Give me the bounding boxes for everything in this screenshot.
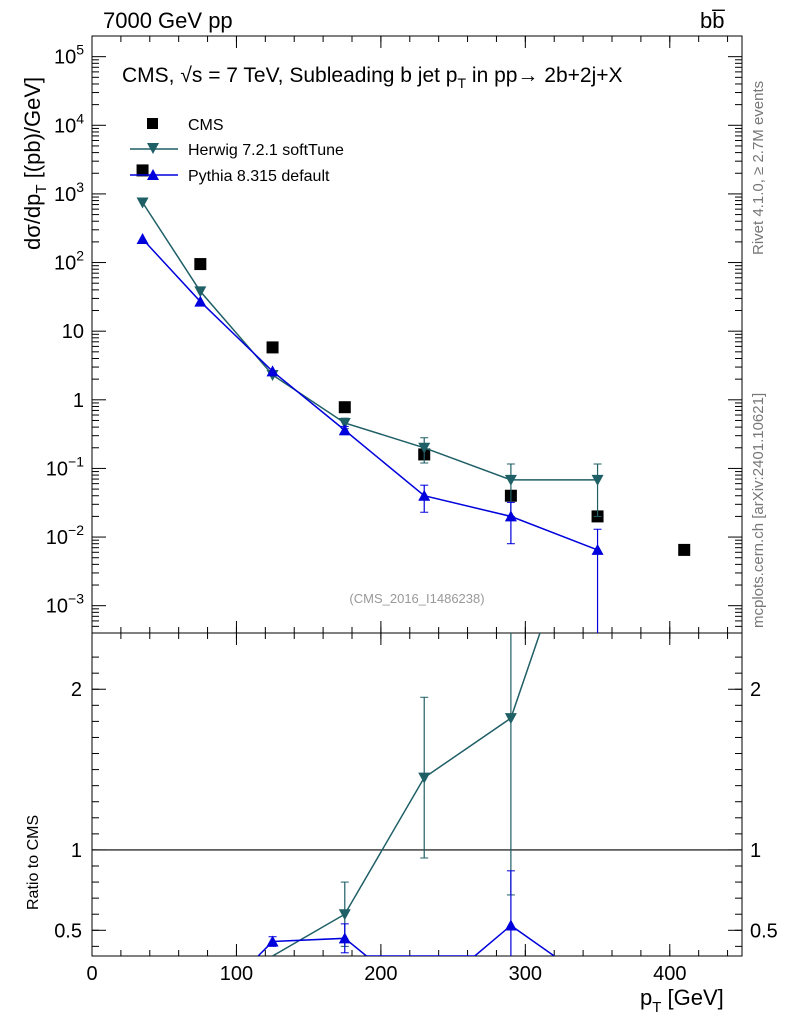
herwig-7-2-1-softtune-ratio-line <box>272 633 541 956</box>
cms-point <box>678 543 691 556</box>
cms-point <box>136 164 149 177</box>
ratio-tick-label-right: 2 <box>750 679 761 701</box>
y-tick-label: 10−3 <box>46 591 84 618</box>
herwig-7-2-1-softtune-point <box>338 417 351 429</box>
mcplots-label: mcplots.cern.ch [arXiv:2401.10621] <box>750 393 767 628</box>
cms-point <box>266 341 279 354</box>
pythia-8-315-default-point <box>266 365 279 377</box>
herwig-7-2-1-softtune-ratio-point <box>418 772 431 784</box>
cms-point <box>338 401 351 414</box>
legend-cms-marker <box>147 118 158 129</box>
pythia-8-315-default-point <box>136 233 149 245</box>
legend-pythia-marker <box>147 169 159 180</box>
ratio-axis-title: Ratio to CMS <box>25 815 42 910</box>
ratio-tick-label: 0.5 <box>54 920 82 942</box>
pythia-8-315-default-point <box>504 510 517 522</box>
herwig-7-2-1-softtune-point <box>591 474 604 486</box>
x-tick-label: 200 <box>364 963 397 985</box>
pythia-8-315-default-line <box>142 238 598 551</box>
pythia-8-315-default-ratio-point <box>338 932 351 944</box>
ratio-tick-label-right: 1 <box>750 840 761 862</box>
rivet-label: Rivet 4.1.0, ≥ 2.7M events <box>750 81 767 255</box>
legend: CMS Herwig 7.2.1 softTune Pythia 8.315 d… <box>130 117 344 185</box>
legend-herwig-label: Herwig 7.2.1 softTune <box>188 142 344 159</box>
x-tick-label: 100 <box>220 963 253 985</box>
x-tick-label: 0 <box>86 963 97 985</box>
herwig-7-2-1-softtune-ratio-point <box>504 713 517 725</box>
legend-cms-label: CMS <box>188 117 224 134</box>
herwig-7-2-1-softtune-point <box>136 197 149 209</box>
y-tick-label: 10−1 <box>46 453 84 480</box>
y-tick-label: 1 <box>73 390 84 412</box>
y-tick-label: 10−2 <box>46 522 84 549</box>
pythia-8-315-default-point <box>194 295 207 307</box>
x-tick-label: 300 <box>509 963 542 985</box>
y-axis-title: dσ/dpT [(pb)/GeV] <box>20 77 50 250</box>
herwig-7-2-1-softtune-point <box>194 286 207 298</box>
y-tick-label: 105 <box>54 42 84 69</box>
marks-group <box>136 164 691 956</box>
chart-title: CMS, √s = 7 TeV, Subleading b jet pT in … <box>122 64 623 91</box>
y-tick-label: 104 <box>54 110 84 137</box>
ratio-tick-label: 2 <box>71 679 82 701</box>
y-tick-label: 103 <box>54 179 84 206</box>
pythia-8-315-default-point <box>418 489 431 501</box>
herwig-7-2-1-softtune-point <box>504 474 517 486</box>
pythia-8-315-default-ratio-point <box>266 935 279 947</box>
analysis-tag: (CMS_2016_I1486238) <box>349 591 484 606</box>
legend-pythia-label: Pythia 8.315 default <box>188 168 330 185</box>
ratio-tick-label: 1 <box>71 840 82 862</box>
ratio-tick-label-right: 0.5 <box>750 920 778 942</box>
x-axis-title: pT [GeV] <box>640 985 724 1016</box>
process-label: bb̅ <box>700 8 725 33</box>
pythia-8-315-default-ratio-point <box>504 919 517 931</box>
ratio-marks <box>257 633 555 956</box>
herwig-7-2-1-softtune-line <box>141 202 598 481</box>
cms-point <box>194 258 207 271</box>
pythia-8-315-default-point <box>338 424 351 436</box>
legend-herwig-marker <box>147 143 159 154</box>
energy-label: 7000 GeV pp <box>103 8 233 33</box>
pythia-8-315-default-point <box>591 543 604 555</box>
herwig-7-2-1-softtune-ratio-point <box>338 909 351 921</box>
y-tick-label: 10 <box>62 321 84 343</box>
herwig-7-2-1-softtune-point <box>418 442 431 454</box>
y-tick-label: 102 <box>54 248 84 275</box>
ratio-frame <box>91 632 743 957</box>
x-tick-label: 400 <box>653 963 686 985</box>
